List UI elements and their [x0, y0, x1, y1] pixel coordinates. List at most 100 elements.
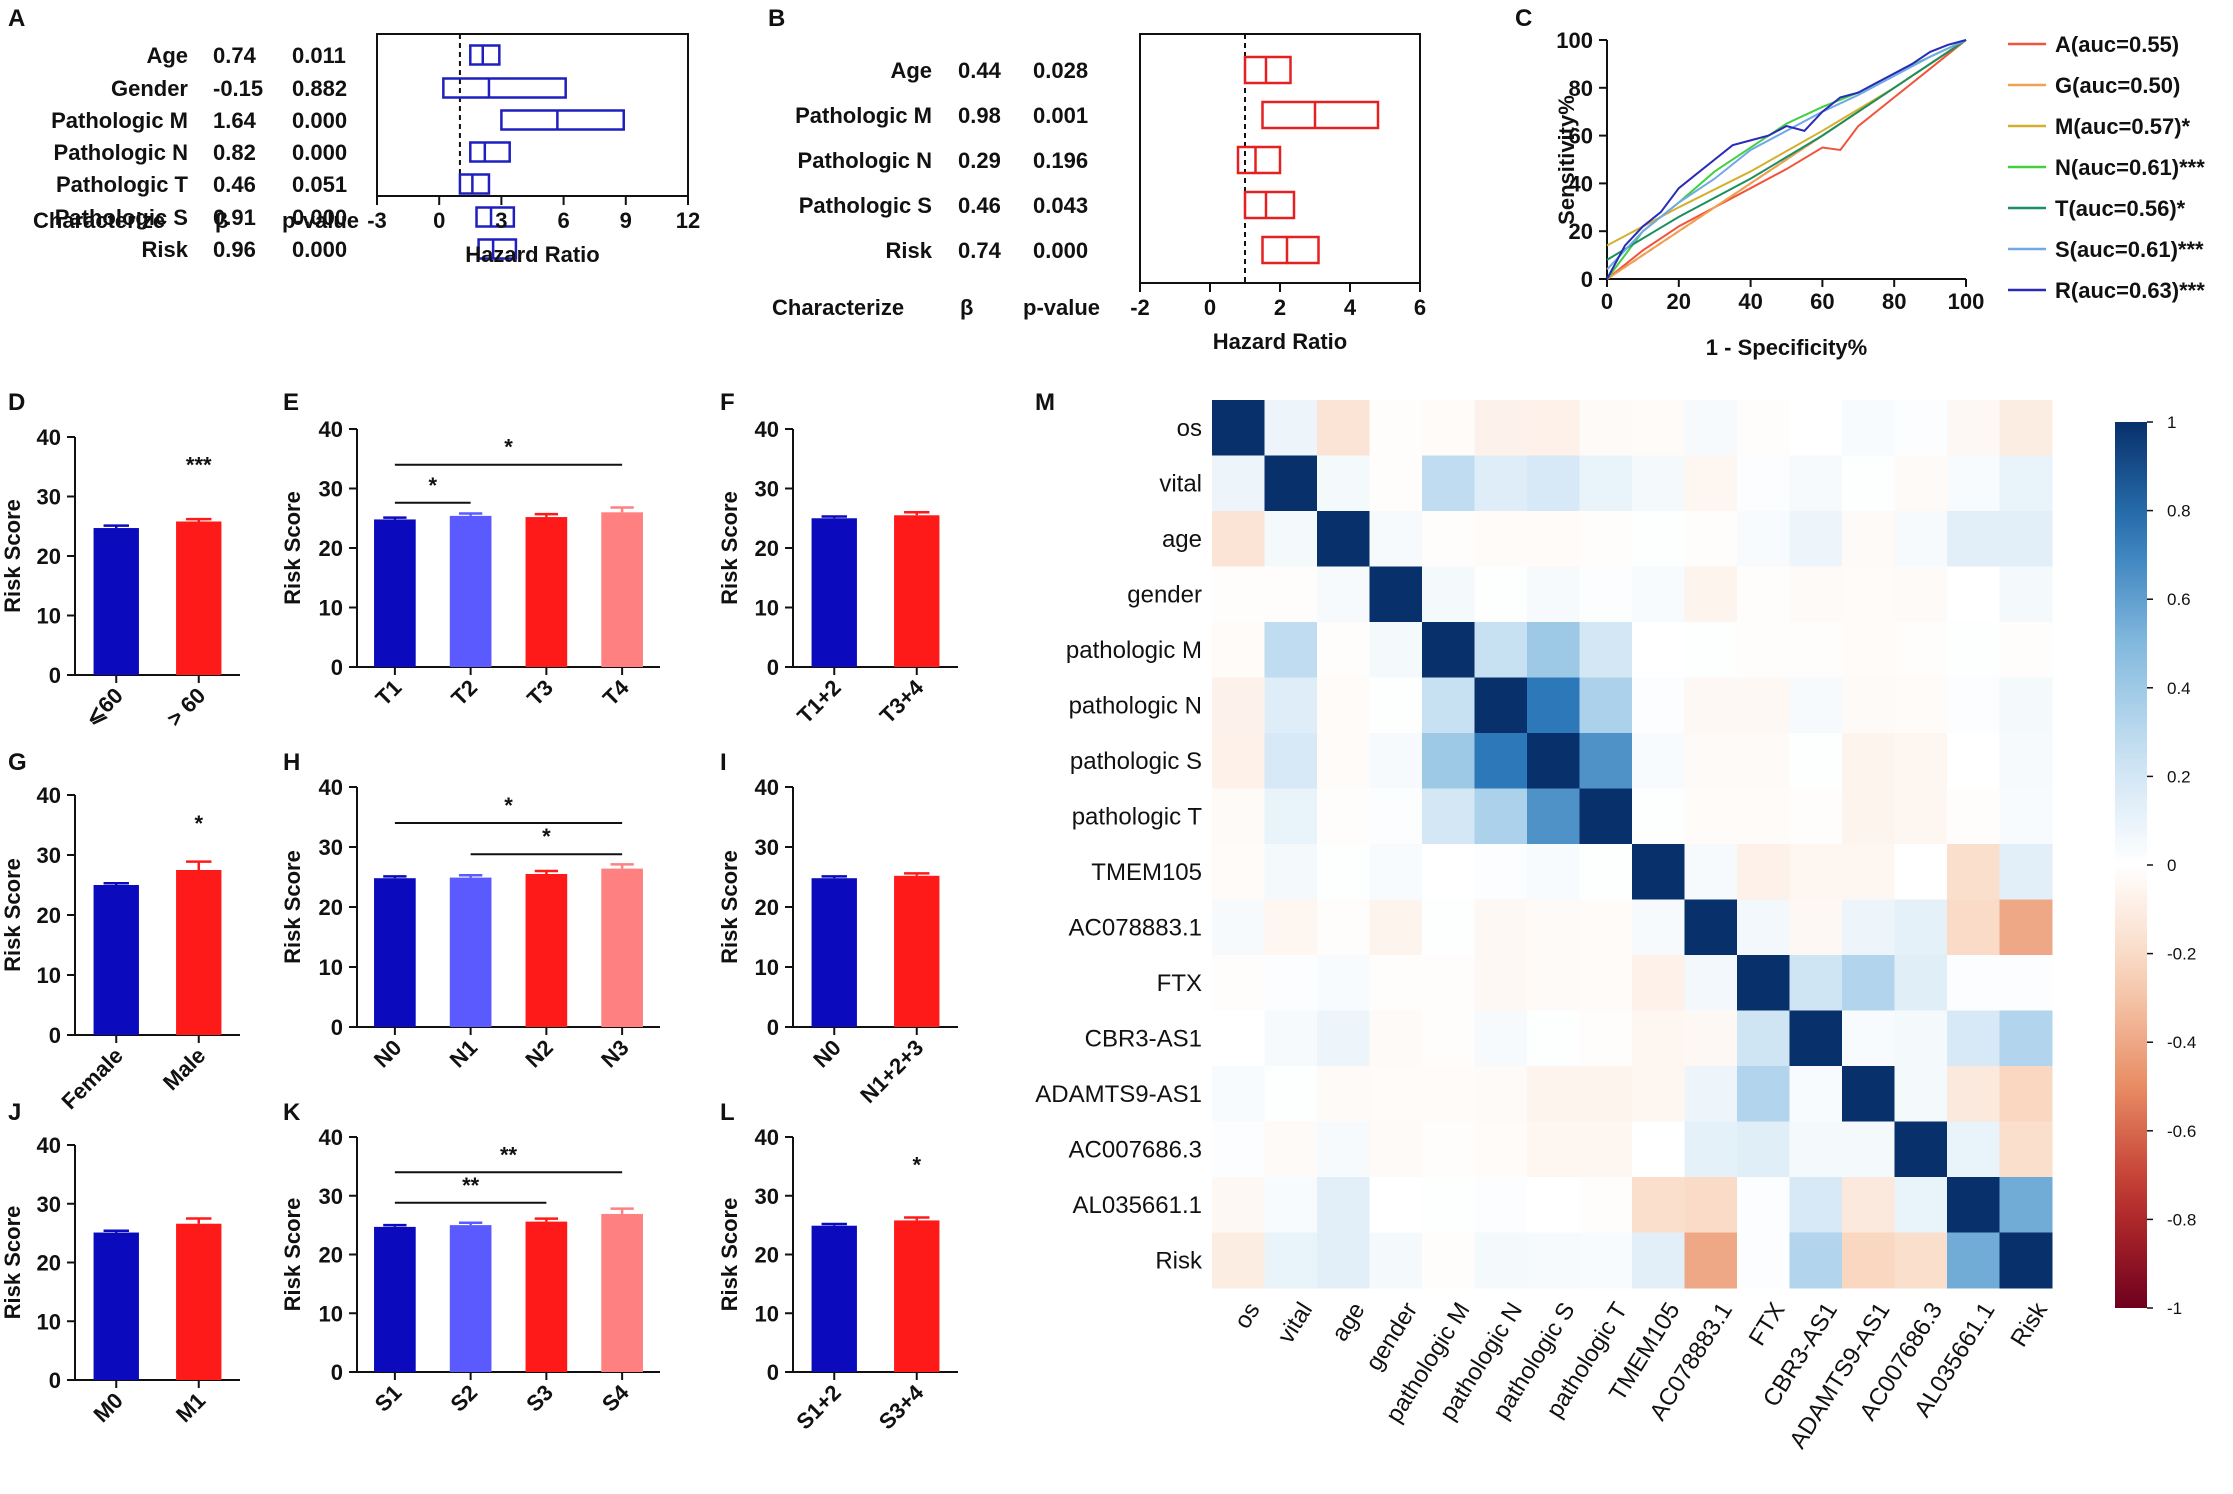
- heatmap-cell: [1947, 955, 2000, 1011]
- legend-entry: M(auc=0.57)*: [2055, 114, 2191, 139]
- panel-letter-J: J: [8, 1099, 21, 1126]
- ci-box: [1261, 235, 1320, 265]
- colorbar-tick-label: 1: [2167, 413, 2176, 432]
- bar: [601, 868, 643, 1027]
- heatmap-cell: [1999, 1177, 2053, 1233]
- y-tick-label: 30: [319, 1184, 343, 1209]
- bar: [525, 1221, 568, 1372]
- row-label: Pathologic M: [51, 108, 188, 133]
- x-tick-label: -2: [1130, 295, 1150, 320]
- legend-entry: G(auc=0.50): [2055, 73, 2180, 98]
- row-label: AC078883.1: [1069, 914, 1202, 941]
- heatmap-cell: [1317, 1232, 1370, 1289]
- x-tick-label: 2: [1274, 295, 1286, 320]
- ci-box: [1236, 145, 1282, 175]
- significance-stars: *: [912, 1152, 921, 1177]
- row-pvalue: 0.028: [1033, 58, 1088, 83]
- heatmap-cell: [1264, 1066, 1318, 1122]
- heatmap-cell: [1789, 788, 1843, 845]
- heatmap-cell: [1474, 622, 1528, 678]
- heatmap-cell: [1264, 1232, 1318, 1289]
- heatmap-cell: [1369, 1232, 1423, 1289]
- heatmap-cell: [1894, 733, 1948, 789]
- heatmap-cell: [1369, 844, 1423, 900]
- y-tick-label: 30: [755, 835, 779, 860]
- y-tick-label: 40: [319, 1125, 343, 1150]
- heatmap-cell: [1999, 400, 2053, 456]
- heatmap-cell: [1947, 1010, 2000, 1067]
- heatmap-cell: [1999, 1010, 2053, 1067]
- heatmap-cell: [1894, 511, 1948, 567]
- heatmap-cell: [1999, 677, 2053, 734]
- heatmap-cell: [1842, 622, 1895, 678]
- heatmap-cell: [1369, 733, 1423, 789]
- heatmap-cell: [1789, 844, 1843, 900]
- y-axis-title: Risk Score: [0, 858, 25, 972]
- row-beta: 0.74: [213, 43, 257, 68]
- y-tick-label: 100: [1556, 28, 1593, 53]
- heatmap-cell: [1317, 1121, 1370, 1178]
- significance-stars: *: [194, 811, 203, 836]
- x-tick-label: T3+4: [875, 674, 929, 728]
- bar: [93, 528, 139, 675]
- heatmap-cell: [1842, 1066, 1895, 1122]
- row-label: Pathologic N: [54, 140, 188, 165]
- row-label: gender: [1127, 581, 1202, 608]
- ci-box: [442, 77, 567, 99]
- y-tick-label: 40: [37, 425, 61, 450]
- heatmap-cell: [1422, 677, 1475, 734]
- heatmap-cell: [1369, 1121, 1423, 1178]
- y-tick-label: 10: [37, 604, 61, 629]
- heatmap-cell: [1842, 899, 1895, 956]
- row-pvalue: 0.051: [292, 172, 347, 197]
- x-tick-label: Male: [158, 1043, 210, 1095]
- heatmap-cell: [1527, 1066, 1580, 1122]
- heatmap-cell: [1894, 455, 1948, 512]
- colorbar-tick-label: -0.6: [2167, 1122, 2196, 1141]
- bar: [601, 512, 643, 667]
- x-tick-label: S1: [370, 1380, 407, 1417]
- heatmap-cell: [1947, 788, 2000, 845]
- roc-curve: [1606, 39, 1967, 261]
- heatmap-cell: [1474, 1232, 1528, 1289]
- x-tick-label: 9: [620, 208, 632, 233]
- panel-letter-G: G: [8, 749, 27, 776]
- heatmap-cell: [1474, 1010, 1528, 1067]
- heatmap-cell: [1999, 511, 2053, 567]
- row-beta: 1.64: [213, 108, 257, 133]
- y-tick-label: 10: [37, 1309, 61, 1334]
- heatmap-cell: [1422, 511, 1475, 567]
- x-tick-label: 60: [1810, 289, 1834, 314]
- heatmap-cell: [1789, 899, 1843, 956]
- x-tick-label: T3: [522, 675, 558, 711]
- x-tick-label: 20: [1667, 289, 1691, 314]
- heatmap-cell: [1369, 400, 1423, 456]
- significance-stars: *: [542, 824, 551, 849]
- panel-letter-F: F: [720, 389, 735, 416]
- heatmap-cell: [1264, 844, 1318, 900]
- row-label: pathologic N: [1069, 692, 1202, 719]
- heatmap-cell: [1317, 1177, 1370, 1233]
- heatmap-cell: [1894, 1066, 1948, 1122]
- row-label: CBR3-AS1: [1085, 1025, 1202, 1052]
- row-pvalue: 0.011: [292, 43, 346, 68]
- row-label: Risk: [1155, 1247, 1203, 1274]
- y-axis-title: Risk Score: [280, 1198, 305, 1312]
- heatmap-cell: [1842, 400, 1895, 456]
- heatmap-cell: [1947, 1066, 2000, 1122]
- y-tick-label: 40: [755, 417, 779, 442]
- bar-chart-J: 0 10 20 30 40 Risk Score M0 M1: [0, 1133, 240, 1427]
- heatmap-cell: [1737, 1010, 1790, 1067]
- bar: [176, 521, 222, 675]
- row-label: Pathologic N: [798, 148, 932, 173]
- x-tick-label: T1+2: [792, 675, 846, 729]
- y-tick-label: 40: [319, 417, 343, 442]
- heatmap-cell: [1369, 566, 1423, 623]
- heatmap-cell: [1317, 955, 1370, 1011]
- heatmap-cell: [1369, 622, 1423, 678]
- heatmap-cell: [1317, 566, 1370, 623]
- x-tick-label: N1+2+3: [855, 1035, 928, 1108]
- heatmap-cell: [1789, 1232, 1843, 1289]
- heatmap-cell: [1579, 1066, 1633, 1122]
- x-tick-label: 0: [1204, 295, 1216, 320]
